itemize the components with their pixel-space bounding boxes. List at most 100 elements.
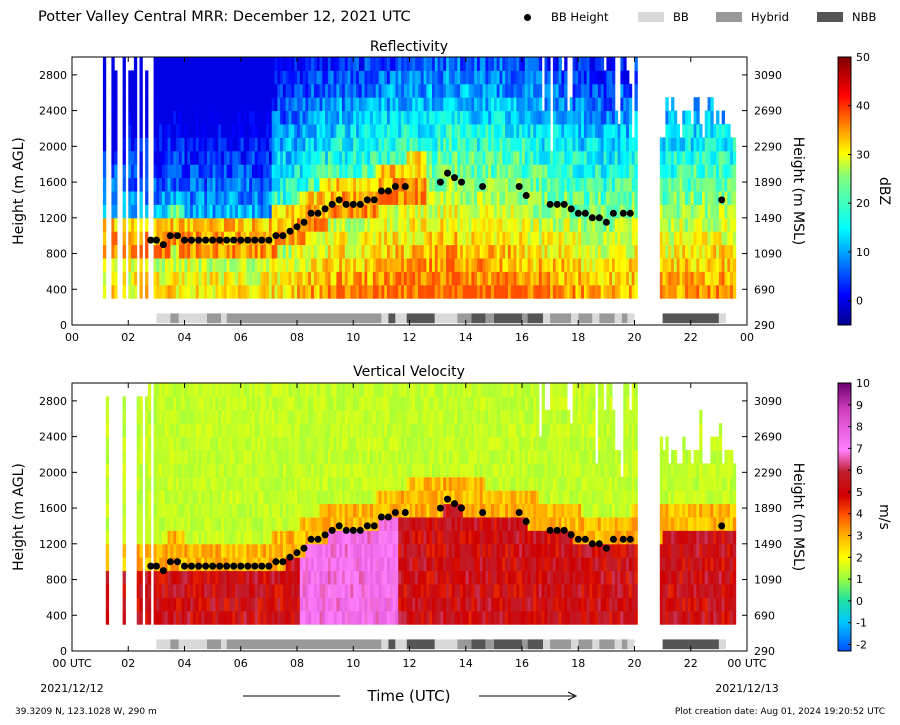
bb-height-point: [195, 236, 203, 244]
classification-segment-bb: [718, 313, 726, 324]
bb-height-point: [300, 218, 308, 226]
bb-height-point: [370, 522, 378, 530]
bb-height-point: [272, 558, 280, 566]
velocity-colorbar: [837, 382, 852, 652]
y-tick-label: 400: [46, 609, 67, 622]
bb-height-point: [237, 236, 245, 244]
bb-height-point: [436, 178, 444, 186]
bb-height-point: [159, 241, 167, 249]
classification-segment-hybrid: [621, 313, 628, 324]
bb-height-point: [307, 209, 315, 217]
colorbar-tick-label: 10: [856, 246, 870, 259]
classification-segment-hybrid: [207, 313, 222, 324]
y-tick-label: 2400: [39, 431, 67, 444]
bb-height-point: [609, 535, 617, 543]
x-tick-label: 22: [684, 657, 698, 670]
reflectivity-colorbar-ticks: 0 10 20 30 40 50: [848, 51, 870, 308]
reflectivity-colorbar-label: dBZ: [876, 177, 892, 205]
y-right-tick-label: 1490: [754, 212, 782, 225]
bb-height-point: [479, 183, 487, 190]
velocity-panel: Vertical Velocity 00 UTC 02 04 06 08 10 12 14 16…: [11, 364, 892, 670]
classification-segment-bb: [571, 639, 579, 650]
bb-height-point: [581, 209, 589, 217]
reflectivity-title: Reflectivity: [370, 39, 448, 55]
bb-height-point: [279, 558, 287, 566]
end-date: 2021/12/13: [715, 682, 778, 695]
velocity-classification-bar: [156, 639, 726, 650]
x-tick-label: 00 UTC: [727, 657, 767, 670]
bb-height-point: [335, 196, 343, 204]
bb-height-point: [152, 562, 160, 570]
classification-segment-bb: [571, 313, 579, 324]
y-tick-label: 400: [46, 283, 67, 296]
bb-height-point: [174, 558, 181, 566]
classification-segment-bb: [221, 639, 227, 650]
bb-height-point: [546, 526, 554, 534]
classification-segment-hybrid: [522, 313, 528, 324]
classification-segment-nbb: [493, 313, 522, 324]
bb-height-point: [265, 236, 273, 244]
bb-height-point: [188, 236, 195, 244]
classification-segment-nbb: [493, 639, 522, 650]
bb-height-point: [286, 553, 294, 561]
bb-height-point: [279, 232, 287, 240]
bb-height-point: [370, 196, 378, 204]
classification-segment-bb: [381, 639, 389, 650]
bb-height-point: [574, 209, 582, 217]
classification-segment-hybrid: [578, 313, 593, 324]
bb-height-point: [522, 518, 530, 525]
classification-segment-bb: [614, 313, 622, 324]
bb-height-point: [251, 236, 259, 244]
classification-segment-bb: [434, 313, 458, 324]
legend-label: BB: [673, 10, 689, 24]
bb-height-point: [451, 174, 458, 182]
reflectivity-y-axis: 0 400 800 1200 1600 2000 2400 2800: [39, 69, 77, 332]
bb-height-point: [436, 504, 444, 512]
legend-label: Hybrid: [751, 10, 789, 24]
classification-segment-bb: [178, 639, 207, 650]
colorbar-tick-label: 10: [856, 377, 870, 390]
classification-segment-nbb: [471, 639, 486, 650]
bb-height-point: [342, 526, 350, 534]
velocity-colorbar-ticks: -2 -1 0 1 2 3 4 5 6 7 8 9 10: [848, 377, 870, 651]
legend-label: NBB: [852, 10, 877, 24]
bb-height-point: [342, 200, 350, 208]
classification-segment-bb: [592, 639, 600, 650]
bb-height-point: [553, 200, 561, 208]
bb-height-point: [560, 200, 568, 208]
bb-height-point: [202, 562, 210, 570]
velocity-heatmap: [105, 383, 737, 625]
bb-height-point: [356, 526, 364, 534]
bb-height-point: [356, 200, 364, 208]
x-tick-label: 20: [628, 657, 642, 670]
x-tick-label: 00: [740, 331, 754, 344]
bb-height-point: [321, 205, 329, 213]
velocity-ylabel-right: Height (m MSL): [790, 463, 806, 572]
classification-segment-bb: [543, 639, 551, 650]
classification-segment-bb: [614, 639, 622, 650]
bb-height-point: [293, 549, 301, 557]
y-tick-label: 2400: [39, 105, 67, 118]
y-right-tick-label: 1090: [754, 574, 782, 587]
reflectivity-classification-bar: [156, 313, 726, 324]
classification-segment-hybrid: [550, 313, 572, 324]
colorbar-tick-label: 5: [856, 486, 863, 499]
y-right-tick-label: 1890: [754, 176, 782, 189]
x-tick-label: 14: [459, 657, 473, 670]
classification-segment-nbb: [527, 639, 544, 650]
bb-height-point: [546, 200, 554, 208]
classification-segment-bb: [543, 313, 551, 324]
classification-segment-hybrid: [621, 639, 628, 650]
x-tick-label: 00: [65, 331, 79, 344]
bb-height-point: [286, 227, 294, 235]
bb-height-point: [444, 495, 451, 503]
bb-height-point: [377, 513, 385, 521]
bb-height-point: [522, 192, 530, 199]
x-tick-label: 16: [515, 331, 529, 344]
colorbar-tick-label: 4: [856, 508, 863, 521]
bb-height-point: [553, 526, 561, 534]
velocity-colorbar-label: m/s: [876, 504, 892, 530]
x-tick-label: 06: [234, 331, 248, 344]
bb-height-point: [230, 562, 238, 570]
y-right-tick-label: 690: [754, 283, 775, 296]
